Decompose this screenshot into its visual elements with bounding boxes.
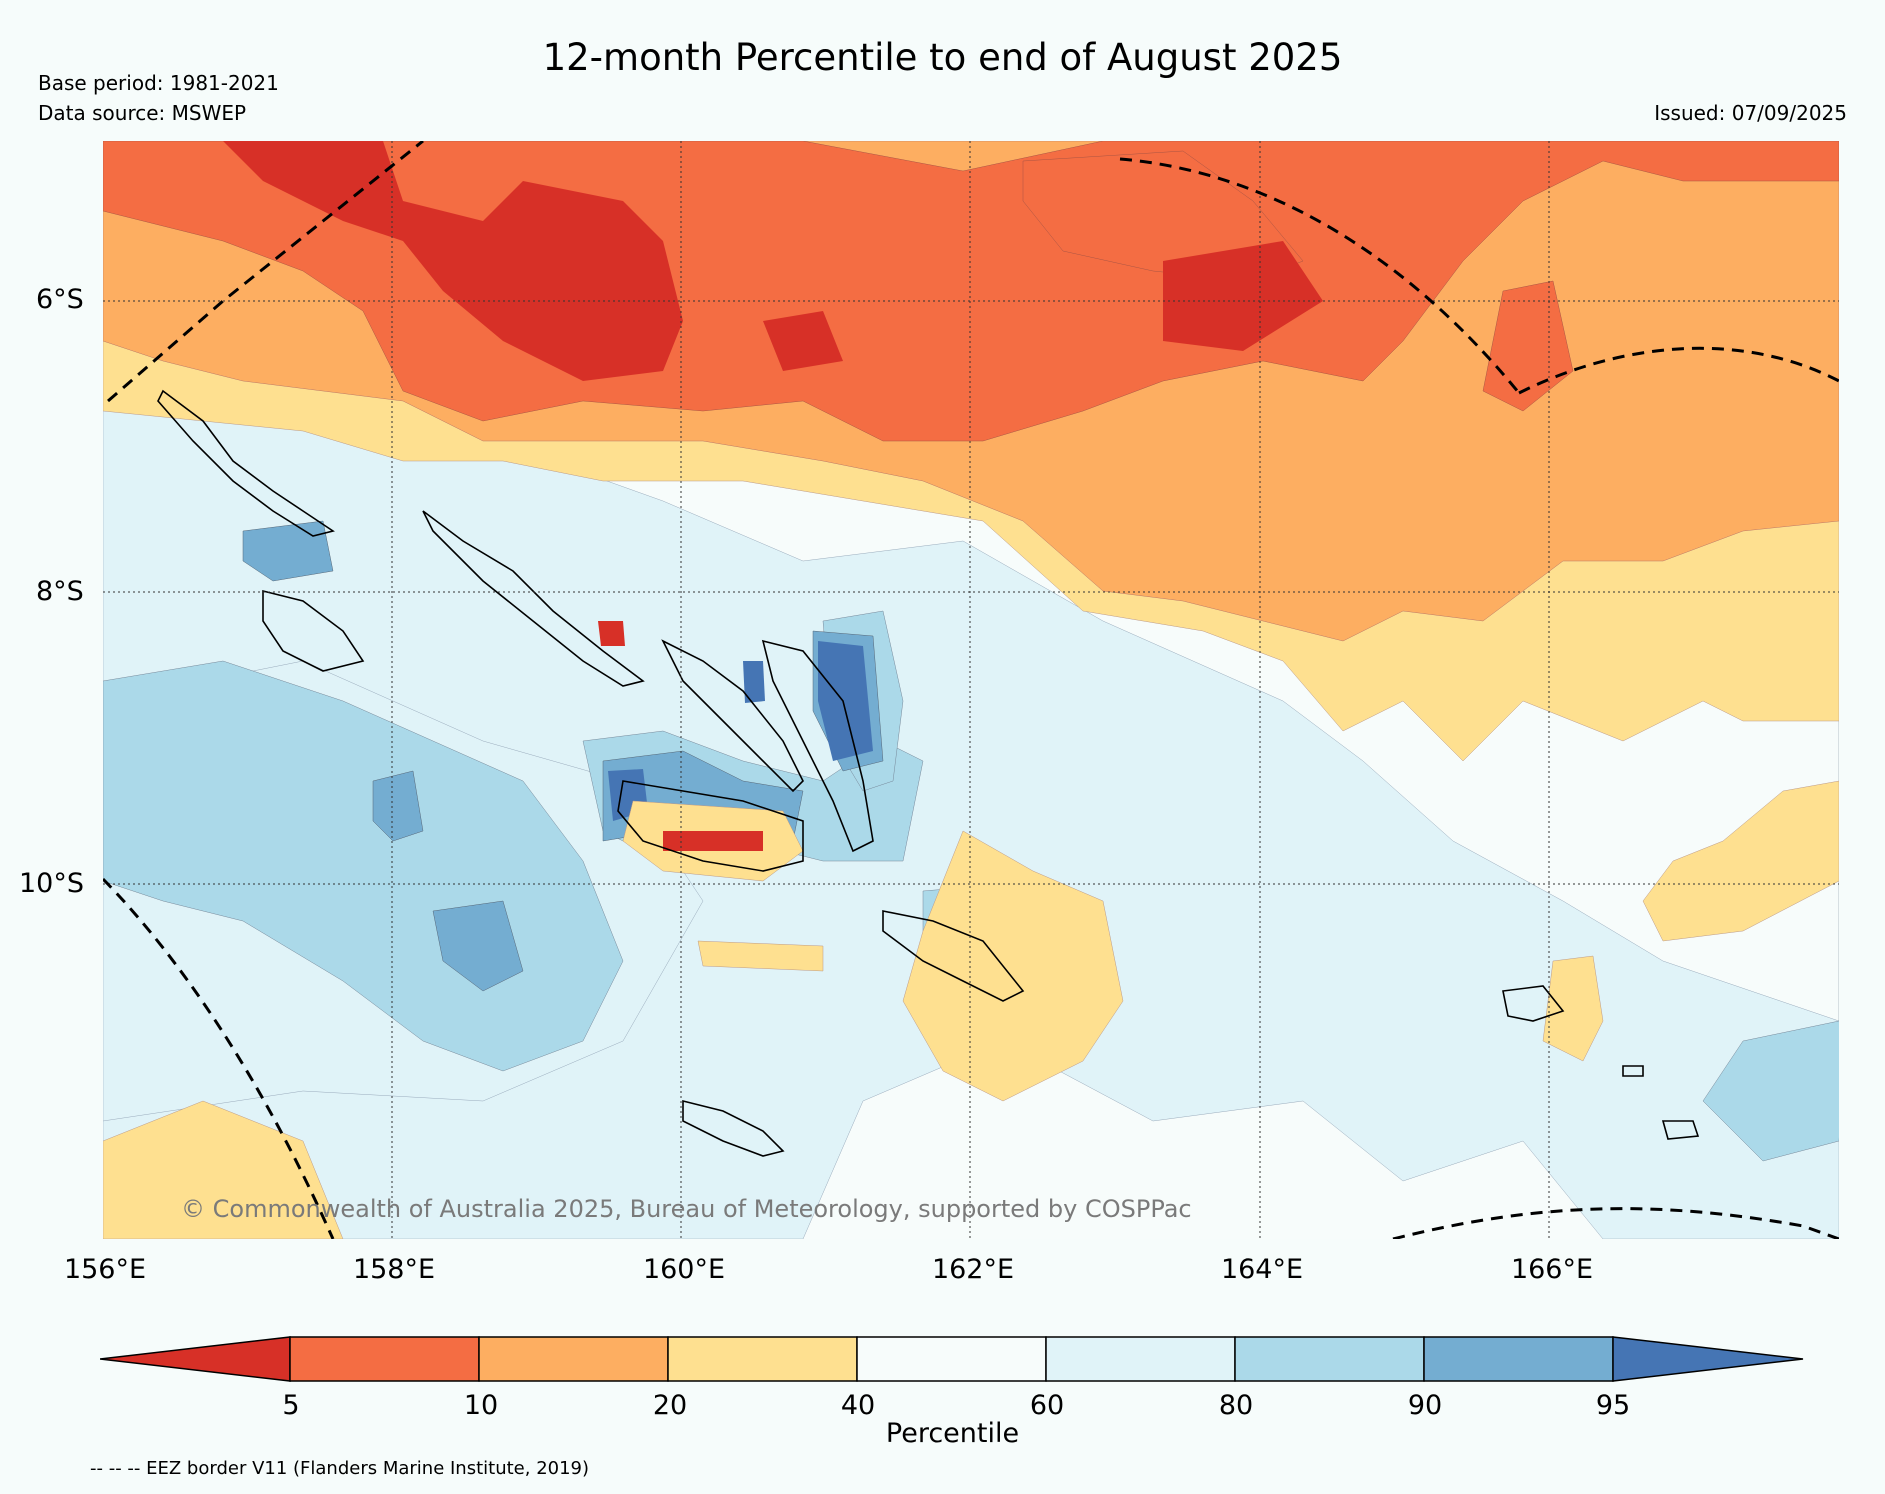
lat-label-10s: 10°S	[19, 868, 84, 899]
lon-label-160e: 160°E	[642, 1254, 726, 1285]
region-20-40-f	[1542, 955, 1604, 1062]
region-above-95-c	[743, 661, 765, 703]
eez-border-e	[1518, 346, 1839, 395]
island-rennell	[682, 1099, 785, 1157]
region-below-5	[223, 141, 683, 381]
lon-label-158e: 158°E	[352, 1254, 436, 1285]
colorbar-segment	[856, 1336, 1047, 1382]
base-period: Base period: 1981-2021	[38, 71, 279, 95]
island-santa-cruz	[1502, 985, 1565, 1022]
coastlines	[157, 389, 1700, 1157]
region-20-40-e	[103, 1100, 344, 1239]
region-20-40-c	[902, 830, 1124, 1102]
colorbar-segment	[1045, 1336, 1236, 1382]
lon-label-162e: 162°E	[931, 1254, 1015, 1285]
island-choiseul	[422, 510, 645, 687]
region-80-90-d	[1702, 141, 1839, 1162]
colorbar-tick: 80	[1218, 1390, 1254, 1421]
colorbar	[100, 1336, 1804, 1382]
colorbar-title: Percentile	[885, 1418, 1020, 1449]
lat-label-8s: 8°S	[36, 576, 84, 607]
eez-footnote: -- -- -- EEZ border V11 (Flanders Marine…	[90, 1458, 590, 1479]
island-malaita	[761, 639, 874, 853]
region-above-95	[818, 641, 873, 761]
colorbar-tick: 10	[463, 1390, 499, 1421]
region-below-5-b	[1163, 241, 1323, 351]
region-90-95-e	[372, 770, 424, 842]
colorbar-tick: 20	[652, 1390, 688, 1421]
colorbar-tick: 90	[1407, 1390, 1443, 1421]
issued-date: Issued: 07/09/2025	[1654, 101, 1847, 125]
eez-border-se	[1392, 1207, 1839, 1239]
island-santa-isabel	[661, 639, 804, 793]
island-makira	[882, 910, 1025, 1002]
colorbar-segments	[100, 1336, 1804, 1382]
colorbar-tick: 60	[1029, 1390, 1065, 1421]
eez-borders	[103, 141, 1839, 1239]
colorbar-extend-low	[100, 1336, 291, 1382]
copyright-notice: © Commonwealth of Australia 2025, Bureau…	[181, 1195, 1192, 1223]
region-5-10-b	[1482, 280, 1574, 412]
region-90-95-c	[432, 900, 524, 992]
eez-border-nw	[107, 141, 424, 403]
colorbar-tick: 5	[282, 1390, 300, 1421]
colorbar-segment	[478, 1336, 669, 1382]
island-utupua	[1622, 1065, 1644, 1077]
lon-label-166e: 166°E	[1510, 1254, 1594, 1285]
lon-label-156e: 156°E	[63, 1254, 147, 1285]
region-90-95-d	[242, 520, 334, 582]
percentile-map: © Commonwealth of Australia 2025, Bureau…	[103, 141, 1839, 1239]
region-below-5-c	[763, 311, 843, 371]
colorbar-segment	[289, 1336, 480, 1382]
colorbar-segment	[667, 1336, 858, 1382]
colorbar-extend-high	[1612, 1336, 1804, 1382]
region-20-40-g	[697, 940, 824, 972]
island-bougainville	[157, 389, 335, 537]
graticule	[103, 141, 1839, 1239]
colorbar-tick: 40	[840, 1390, 876, 1421]
island-vanikoro	[1661, 1120, 1700, 1140]
colorbar-tick: 95	[1595, 1390, 1631, 1421]
region-20-40-b	[1642, 780, 1839, 942]
data-source: Data source: MSWEP	[38, 101, 247, 125]
lon-label-164e: 164°E	[1220, 1254, 1304, 1285]
eez-border-sw	[103, 877, 335, 1239]
lat-label-6s: 6°S	[36, 284, 84, 315]
island-guadalcanal	[617, 780, 804, 872]
island-new-georgia	[262, 589, 365, 672]
colorbar-segment	[1423, 1336, 1614, 1382]
region-below-5-d	[663, 831, 763, 851]
region-below-5-e	[598, 621, 625, 646]
colorbar-segment	[1234, 1336, 1425, 1382]
eez-border-ne	[1119, 157, 1521, 394]
map-title: 12-month Percentile to end of August 202…	[542, 36, 1343, 79]
